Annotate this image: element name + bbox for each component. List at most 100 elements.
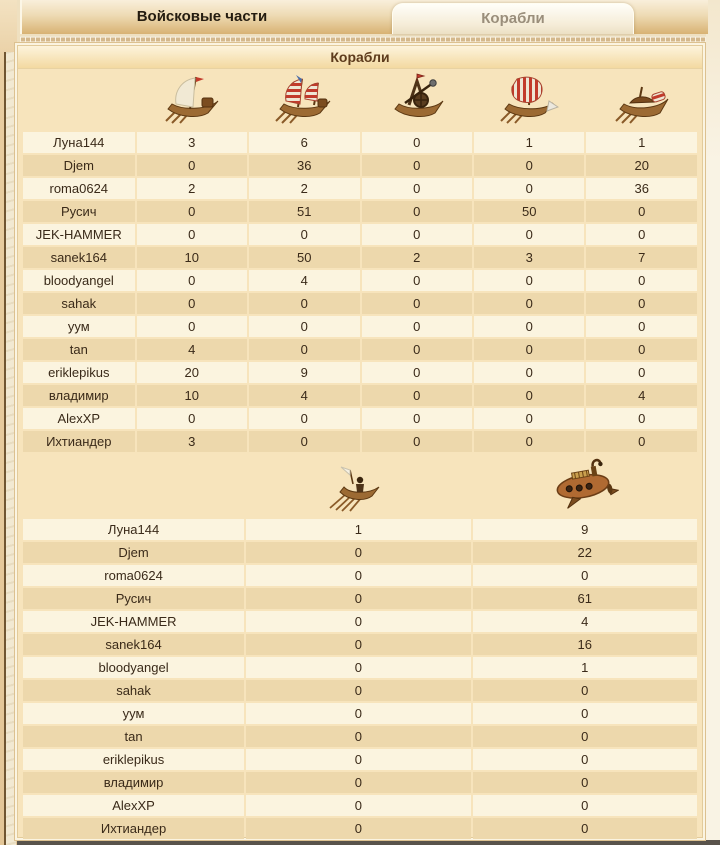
- ship-count-cell: 0: [249, 431, 360, 452]
- column-icon-cell: [473, 456, 697, 517]
- ship-count-cell: 4: [249, 385, 360, 406]
- table-row: владимир 0 0: [23, 772, 697, 793]
- player-name-cell: sanek164: [23, 634, 245, 655]
- ship-count-cell: 0: [586, 224, 697, 245]
- ship-count-cell: 0: [136, 408, 248, 429]
- ship-count-cell: 0: [361, 408, 472, 429]
- column-icon-cell: [586, 71, 697, 130]
- tab-troops[interactable]: Войсковые части: [136, 8, 268, 25]
- ship-count-cell: 0: [246, 611, 471, 632]
- player-name-cell: tan: [23, 726, 245, 747]
- ship-count-cell: 0: [474, 270, 585, 291]
- table-row: Djem 0 22: [23, 542, 697, 563]
- ship-count-cell: 0: [249, 316, 360, 337]
- table-row: eriklepikus 20 9 0 0 0: [23, 362, 697, 383]
- ship-count-cell: 0: [246, 772, 471, 793]
- tables-wrap: Луна144 3 6 0 1 1 Djem 0 36 0 0 20 roma0624 2 2 0 0 36 Рус…: [18, 69, 702, 841]
- ship-count-cell: 0: [361, 201, 472, 222]
- ship-count-cell: 0: [472, 795, 697, 816]
- table-row: sahak 0 0 0 0 0: [23, 293, 697, 314]
- ship-count-cell: 0: [474, 408, 585, 429]
- ship-count-cell: 0: [246, 634, 471, 655]
- ship-count-cell: 0: [361, 132, 472, 153]
- table-row: Djem 0 36 0 0 20: [23, 155, 697, 176]
- ship-count-cell: 0: [472, 726, 697, 747]
- player-name-cell: владимир: [23, 772, 245, 793]
- ship-count-cell: 0: [136, 316, 248, 337]
- ship-count-cell: 20: [136, 362, 248, 383]
- ships-table-1-body: Луна144 3 6 0 1 1 Djem 0 36 0 0 20 roma0624 2 2 0 0 36 Рус…: [23, 132, 697, 452]
- ship-count-cell: 0: [586, 270, 697, 291]
- ship-count-cell: 9: [249, 362, 360, 383]
- ship-count-cell: 4: [136, 339, 248, 360]
- oared-warship-icon: [612, 71, 672, 125]
- ship-count-cell: 0: [586, 201, 697, 222]
- ship-count-cell: 0: [361, 178, 472, 199]
- table-row: Русич 0 51 0 50 0: [23, 201, 697, 222]
- player-name-cell: Русич: [23, 588, 245, 609]
- table-row: JEK-HAMMER 0 4: [23, 611, 697, 632]
- ship-count-cell: 0: [472, 818, 697, 839]
- player-name-cell: eriklepikus: [23, 749, 245, 770]
- ship-count-cell: 0: [249, 339, 360, 360]
- table-row: roma0624 2 2 0 0 36: [23, 178, 697, 199]
- ship-count-cell: 0: [474, 293, 585, 314]
- table-row: Луна144 1 9: [23, 519, 697, 540]
- ship-count-cell: 0: [361, 385, 472, 406]
- ship-count-cell: 7: [586, 247, 697, 268]
- ship-count-cell: 0: [249, 408, 360, 429]
- player-name-cell: Русич: [23, 201, 135, 222]
- ship-count-cell: 0: [586, 431, 697, 452]
- icon-header-row: [23, 456, 697, 517]
- ships-table-2-body: Луна144 1 9 Djem 0 22 roma0624 0 0 Русич 0 61 JEK-HA…: [23, 519, 697, 839]
- player-name-cell: JEK-HAMMER: [23, 224, 135, 245]
- table-row: AlexXP 0 0 0 0 0: [23, 408, 697, 429]
- ship-count-cell: 0: [361, 431, 472, 452]
- ship-count-cell: 0: [474, 155, 585, 176]
- player-name-cell: Djem: [23, 155, 135, 176]
- player-name-cell: Djem: [23, 542, 245, 563]
- ram-ship-icon: [499, 71, 560, 125]
- player-name-cell: AlexXP: [23, 408, 135, 429]
- empty-header-cell: [23, 71, 135, 130]
- ship-count-cell: 0: [136, 201, 248, 222]
- page-left-parchment: [6, 52, 16, 845]
- ship-count-cell: 1: [472, 657, 697, 678]
- submarine-icon: [551, 456, 620, 512]
- ship-count-cell: 0: [586, 316, 697, 337]
- table-row: владимир 10 4 0 0 4: [23, 385, 697, 406]
- ship-count-cell: 0: [472, 703, 697, 724]
- table-row: Ихтиандер 0 0: [23, 818, 697, 839]
- ship-count-cell: 10: [136, 385, 248, 406]
- ship-count-cell: 0: [361, 293, 472, 314]
- table-row: sanek164 10 50 2 3 7: [23, 247, 697, 268]
- ship-count-cell: 0: [474, 362, 585, 383]
- ship-count-cell: 0: [136, 293, 248, 314]
- ship-count-cell: 10: [136, 247, 248, 268]
- player-name-cell: bloodyangel: [23, 270, 135, 291]
- table-row: AlexXP 0 0: [23, 795, 697, 816]
- player-name-cell: AlexXP: [23, 795, 245, 816]
- ship-count-cell: 0: [586, 362, 697, 383]
- table-row: sanek164 0 16: [23, 634, 697, 655]
- ship-count-cell: 0: [246, 542, 471, 563]
- ship-count-cell: 2: [361, 247, 472, 268]
- ship-count-cell: 22: [472, 542, 697, 563]
- table-row: JEK-HAMMER 0 0 0 0 0: [23, 224, 697, 245]
- ship-count-cell: 2: [136, 178, 248, 199]
- column-icon-cell: [362, 71, 472, 130]
- player-name-cell: уум: [23, 316, 135, 337]
- ship-count-cell: 0: [472, 680, 697, 701]
- table-row: уум 0 0 0 0 0: [23, 316, 697, 337]
- ship-count-cell: 2: [249, 178, 360, 199]
- tab-ships[interactable]: Корабли: [392, 3, 634, 34]
- player-name-cell: владимир: [23, 385, 135, 406]
- player-name-cell: bloodyangel: [23, 657, 245, 678]
- player-name-cell: Луна144: [23, 132, 135, 153]
- ship-count-cell: 0: [249, 293, 360, 314]
- ship-count-cell: 0: [246, 749, 471, 770]
- page-right-margin: [706, 0, 720, 845]
- ships-table-2: Луна144 1 9 Djem 0 22 roma0624 0 0 Русич 0 61 JEK-HA…: [21, 454, 699, 841]
- ship-count-cell: 0: [361, 362, 472, 383]
- ship-count-cell: 0: [472, 749, 697, 770]
